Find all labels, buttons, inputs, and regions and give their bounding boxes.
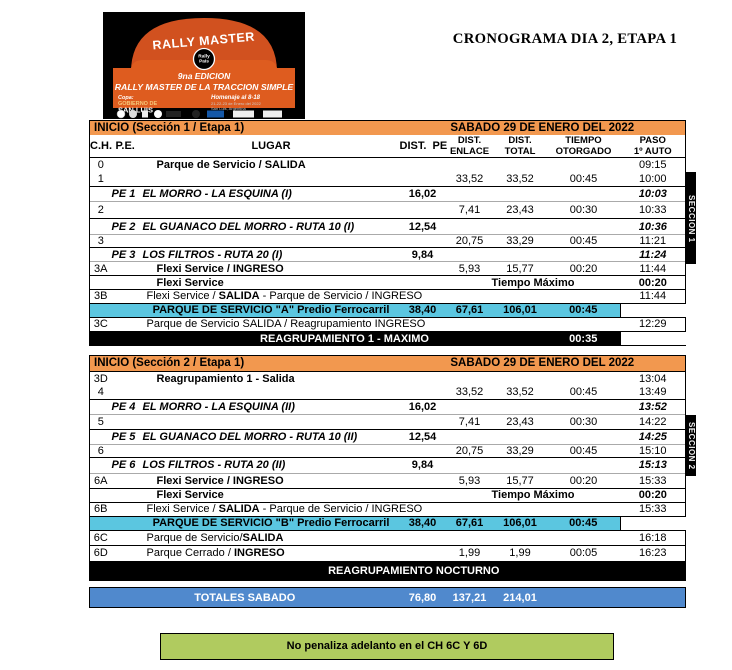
svg-text:RALLY MASTER DE LA TRACCION SI: RALLY MASTER DE LA TRACCION SIMPLE xyxy=(115,82,295,92)
svg-text:9na EDICION: 9na EDICION xyxy=(178,71,231,81)
svg-text:San Luis, Argentina: San Luis, Argentina xyxy=(211,106,246,111)
svg-text:Pais: Pais xyxy=(199,59,209,65)
